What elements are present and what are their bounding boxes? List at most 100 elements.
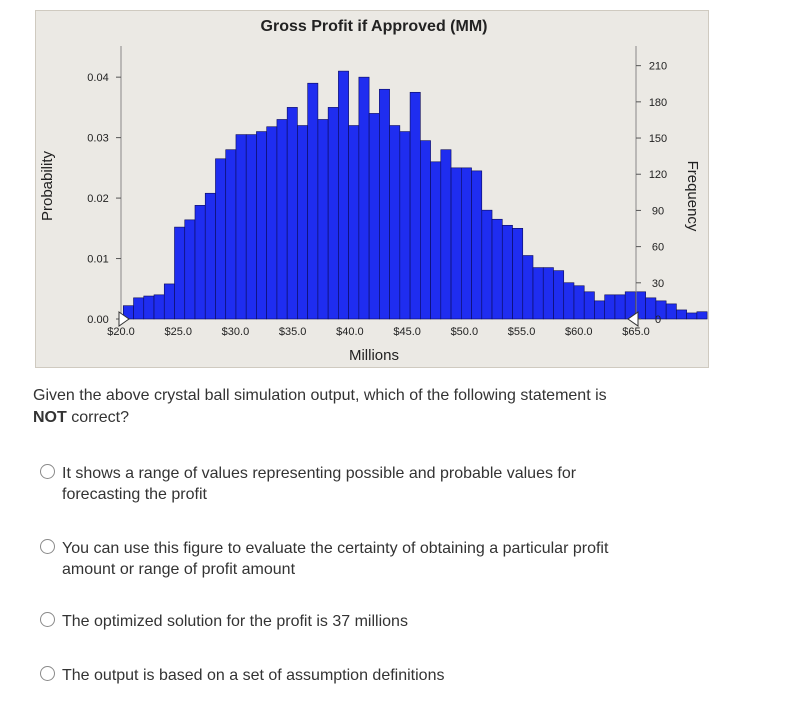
histogram-bar (491, 218, 503, 320)
histogram-bar (143, 295, 155, 320)
y2-tick-label: 0 (655, 314, 661, 326)
histogram-bar (133, 297, 145, 320)
histogram-bar (686, 312, 698, 320)
histogram-bar (327, 107, 339, 320)
x-tick-label: $45.0 (393, 326, 421, 338)
right-range-slider[interactable] (627, 311, 639, 327)
y2-tick-label: 120 (649, 169, 667, 181)
y2-tick-label: 210 (649, 61, 667, 73)
option-label: You can use this figure to evaluate the … (62, 538, 722, 580)
histogram-bar (409, 91, 421, 320)
histogram-bar (563, 282, 575, 320)
histogram-bar (338, 70, 349, 320)
histogram-bar (594, 300, 606, 320)
histogram-bar (317, 119, 329, 320)
histogram-bar (614, 294, 626, 320)
x-tick-label: $50.0 (451, 326, 479, 338)
chart-panel: Gross Profit if Approved (MM) 0.00 0.01 0.… (35, 10, 709, 368)
histogram-bar (266, 126, 278, 320)
x-tick-label: $20.0 (107, 326, 135, 338)
option-label-line1: You can use this figure to evaluate the … (62, 540, 609, 557)
y-tick-label: 0.02 (87, 193, 108, 205)
y2-tick-label: 90 (652, 205, 664, 217)
histogram-bar (460, 167, 472, 320)
histogram-bar (276, 119, 288, 320)
histogram-bar (153, 294, 165, 320)
histogram-bar (297, 125, 308, 320)
y-tick-label: 0.03 (87, 133, 108, 145)
histogram-bar (512, 228, 524, 320)
histogram-bar (676, 309, 687, 320)
histogram-bar (286, 107, 298, 320)
x-tick-label: $60.0 (565, 326, 593, 338)
option-label: The output is based on a set of assumpti… (62, 667, 445, 684)
histogram-bar (194, 205, 206, 320)
histogram-bar (553, 270, 565, 320)
histogram-bar (307, 82, 319, 320)
histogram-bar (420, 140, 431, 320)
y-tick-label: 0.00 (87, 314, 108, 326)
histogram-bar (696, 311, 708, 320)
option-label-line2: forecasting the profit (62, 486, 207, 503)
histogram-bar (389, 125, 401, 320)
histogram-bar (368, 113, 380, 320)
radio-button[interactable] (40, 612, 55, 627)
histogram-bar (348, 125, 360, 320)
histogram-bar (184, 219, 196, 320)
histogram-bar (532, 267, 544, 320)
x-tick-label: $30.0 (222, 326, 250, 338)
y-tick-label: 0.04 (87, 72, 108, 84)
histogram-bar (235, 134, 247, 320)
question-line1: Given the above crystal ball simulation … (33, 387, 607, 404)
y2-tick-label: 180 (649, 97, 667, 109)
histogram-bar (573, 285, 585, 320)
x-axis-label: Millions (349, 347, 399, 364)
x-tick-label: $40.0 (336, 326, 364, 338)
option-label-line1: It shows a range of values representing … (62, 465, 577, 482)
histogram-bar (583, 291, 595, 320)
left-range-slider[interactable] (118, 311, 130, 327)
histogram-bar (245, 134, 257, 320)
y2-tick-label: 30 (652, 278, 664, 290)
radio-button[interactable] (40, 666, 55, 681)
radio-button[interactable] (40, 464, 55, 479)
histogram-bar (440, 149, 452, 320)
histogram-bar (358, 76, 370, 320)
chart-title: Gross Profit if Approved (MM) (261, 18, 488, 35)
histogram-bar (665, 303, 677, 320)
y2-tick-label: 150 (649, 133, 667, 145)
y2-axis-label: Frequency (684, 161, 701, 232)
chart-axes: 0.00 0.01 0.02 0.03 0.04 0 30 60 90 120 150 180 210 $… (87, 46, 667, 338)
radio-button[interactable] (40, 539, 55, 554)
histogram-bar (256, 131, 267, 320)
histogram-bar (163, 283, 175, 320)
x-tick-label: $65.0 (622, 326, 650, 338)
option-label: The optimized solution for the profit is… (62, 613, 408, 630)
histogram-bars (122, 70, 708, 320)
histogram-bar (481, 209, 493, 320)
histogram-bar (522, 255, 534, 320)
histogram-bar (430, 161, 442, 320)
x-tick-label: $55.0 (508, 326, 536, 338)
histogram-bar (450, 167, 462, 320)
histogram-bar (399, 131, 411, 320)
question-line2: correct? (66, 409, 130, 426)
histogram-bar (542, 267, 554, 320)
y2-tick-label: 60 (652, 242, 664, 254)
histogram-bar (501, 224, 513, 320)
histogram-bar (215, 158, 227, 320)
histogram-bar (225, 149, 237, 320)
y-tick-label: 0.01 (87, 254, 108, 266)
histogram-bar (604, 294, 616, 320)
histogram-chart: Gross Profit if Approved (MM) 0.000.010.… (39, 18, 708, 364)
histogram-bar (204, 192, 216, 320)
histogram-bar (174, 226, 186, 320)
x-tick-label: $25.0 (164, 326, 192, 338)
histogram-bar (379, 88, 390, 320)
y-axis-label: Probability (39, 150, 56, 221)
x-tick-label: $35.0 (279, 326, 307, 338)
option-label: It shows a range of values representing … (62, 463, 722, 505)
histogram-bar (471, 170, 483, 320)
question-emphasis: NOT (33, 409, 67, 426)
question-text: Given the above crystal ball simulation … (33, 385, 733, 429)
